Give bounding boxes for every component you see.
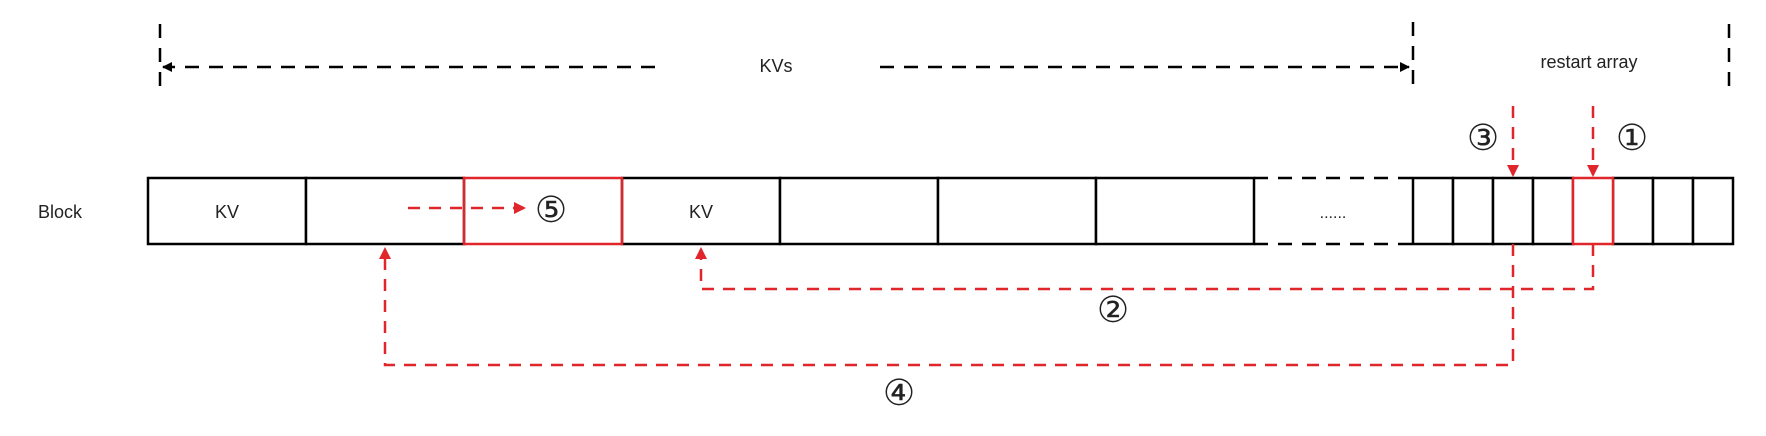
restart-cell-6 xyxy=(1611,176,1655,246)
kv-cells xyxy=(146,176,1256,246)
restart-cell-8 xyxy=(1691,176,1735,246)
block-label: Block xyxy=(38,202,83,222)
kv-cell-6 xyxy=(936,176,1098,246)
step-2-arrow xyxy=(695,244,1595,291)
kv-cell-5 xyxy=(778,176,940,246)
restart-array-label: restart array xyxy=(1540,52,1637,72)
step-1-number: ① xyxy=(1616,117,1648,158)
step-4-arrow xyxy=(379,244,1515,367)
kv-cell-1 xyxy=(146,176,308,246)
kv-cell-7 xyxy=(1094,176,1256,246)
step-2-number: ② xyxy=(1097,289,1129,330)
restart-cell-5-highlighted xyxy=(1571,176,1615,246)
ellipsis: ...... xyxy=(1320,205,1347,222)
restart-cell-1 xyxy=(1411,176,1455,246)
step-5-number: ⑤ xyxy=(535,189,567,230)
restart-cell-4 xyxy=(1531,176,1575,246)
step-4-number: ④ xyxy=(883,372,915,413)
kvs-span-indicator xyxy=(158,22,1731,94)
kv-cell-2 xyxy=(304,176,466,246)
kv-cell-1-label: KV xyxy=(215,202,239,222)
kv-cell-4-label: KV xyxy=(689,202,713,222)
restart-cell-3 xyxy=(1491,176,1535,246)
restart-cell-2 xyxy=(1451,176,1495,246)
kvs-label: KVs xyxy=(759,56,792,76)
omitted-kvs-segment xyxy=(1254,176,1413,246)
restart-cell-7 xyxy=(1651,176,1695,246)
step-arrows xyxy=(379,106,1599,367)
kv-cell-3-highlighted xyxy=(462,176,624,246)
step-3-number: ③ xyxy=(1467,117,1499,158)
